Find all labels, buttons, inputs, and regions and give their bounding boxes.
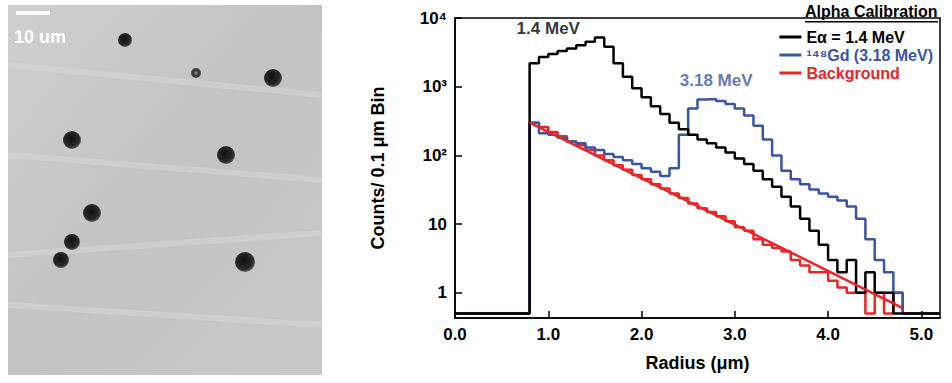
- svg-text:10³: 10³: [422, 77, 447, 96]
- svg-text:10²: 10²: [422, 146, 447, 165]
- svg-text:1.0: 1.0: [536, 325, 560, 344]
- svg-text:Radius (μm): Radius (μm): [645, 353, 749, 373]
- svg-text:5.0: 5.0: [910, 325, 934, 344]
- svg-text:10: 10: [428, 215, 447, 234]
- svg-text:Eα = 1.4 MeV: Eα = 1.4 MeV: [806, 29, 905, 46]
- svg-text:Counts/ 0.1 μm Bin: Counts/ 0.1 μm Bin: [368, 86, 388, 249]
- svg-text:1.4 MeV: 1.4 MeV: [517, 19, 581, 38]
- svg-text:¹⁴⁸Gd (3.18 MeV): ¹⁴⁸Gd (3.18 MeV): [806, 47, 933, 64]
- svg-text:3.0: 3.0: [723, 325, 747, 344]
- svg-text:10⁴: 10⁴: [420, 9, 447, 28]
- svg-text:4.0: 4.0: [816, 325, 840, 344]
- svg-text:10 um: 10 um: [14, 27, 66, 47]
- svg-text:Background: Background: [806, 65, 899, 82]
- svg-text:1: 1: [438, 283, 447, 302]
- svg-text:2.0: 2.0: [630, 325, 654, 344]
- svg-text:Alpha Calibration: Alpha Calibration: [805, 3, 937, 20]
- svg-text:3.18 MeV: 3.18 MeV: [680, 71, 753, 90]
- svg-text:0.0: 0.0: [443, 325, 467, 344]
